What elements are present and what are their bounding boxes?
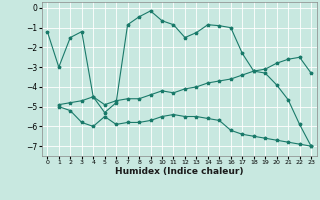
X-axis label: Humidex (Indice chaleur): Humidex (Indice chaleur) (115, 167, 244, 176)
